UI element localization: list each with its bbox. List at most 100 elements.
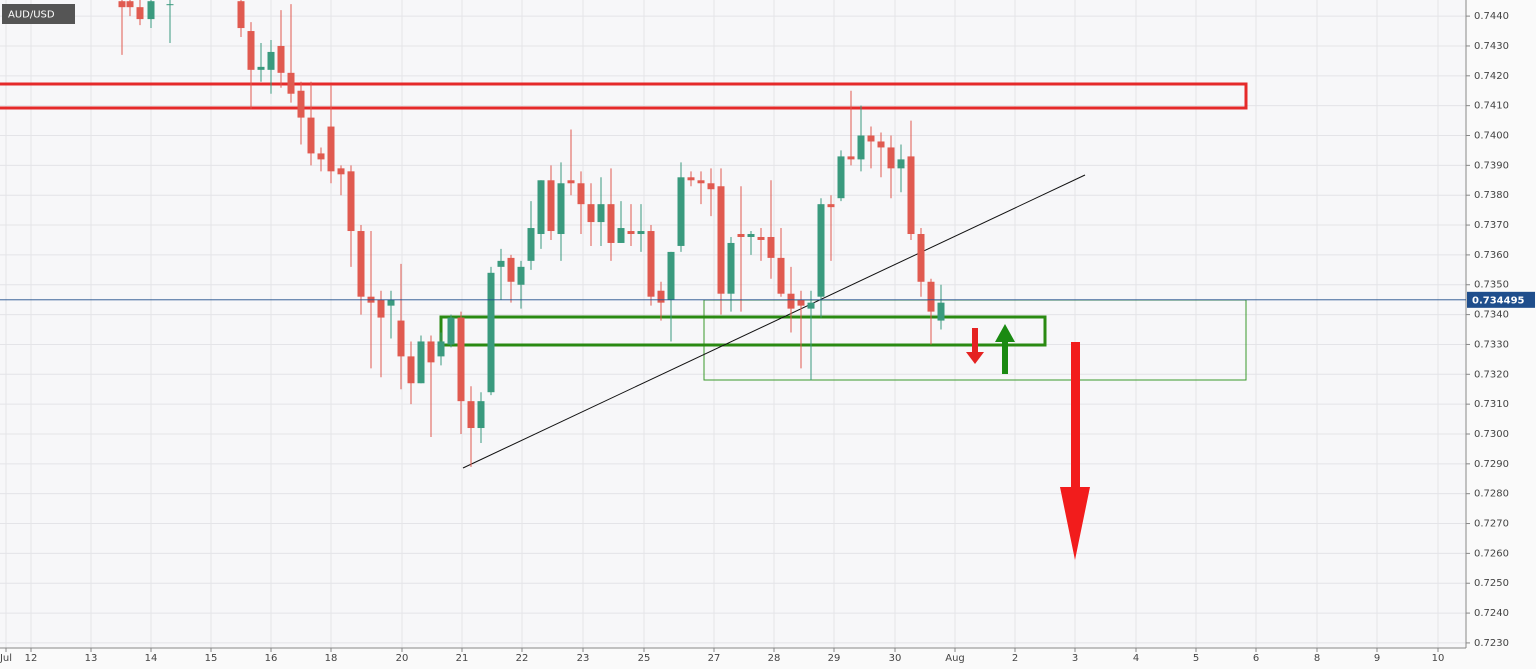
candle-body	[647, 231, 655, 297]
candle-body	[917, 234, 925, 282]
candle-body	[617, 228, 625, 243]
y-tick-label: 0.7330	[1474, 339, 1509, 350]
candle-body	[707, 183, 715, 190]
candle-body	[807, 302, 815, 309]
candle-body	[277, 45, 285, 73]
candle-body	[567, 180, 575, 184]
y-tick-label: 0.7380	[1474, 190, 1509, 201]
candle-body	[237, 1, 245, 29]
x-tick-label: 6	[1253, 653, 1259, 664]
candle-body	[677, 177, 685, 246]
x-tick-label: 16	[265, 653, 278, 664]
candle-body	[347, 171, 355, 232]
candle-body	[757, 236, 765, 240]
y-tick-label: 0.7440	[1474, 11, 1509, 22]
arrows	[966, 324, 1090, 560]
x-tick-label: Jul	[0, 653, 12, 664]
support-box	[439, 315, 1047, 347]
price-axis-background	[1466, 0, 1536, 669]
candle-body	[737, 234, 745, 237]
candle-body	[747, 234, 755, 237]
x-tick-label: 29	[828, 653, 841, 664]
y-tick-label: 0.7310	[1474, 399, 1509, 410]
arrow-down-large	[1060, 342, 1090, 560]
candle-body	[287, 72, 295, 94]
grid	[0, 0, 1466, 648]
symbol-box	[2, 4, 75, 24]
last-price-label: 0.734495	[1472, 295, 1525, 306]
x-tick-label: 12	[25, 653, 38, 664]
x-tick-label: 2	[1012, 653, 1018, 664]
y-tick-label: 0.7340	[1474, 310, 1509, 321]
candles	[118, 0, 945, 467]
x-tick-label: 21	[456, 653, 469, 664]
y-tick-label: 0.7410	[1474, 101, 1509, 112]
candle-body	[597, 204, 605, 223]
candle-body	[697, 180, 705, 184]
y-tick-label: 0.7250	[1474, 578, 1509, 589]
candle-body	[897, 159, 905, 169]
candle-body	[867, 135, 875, 142]
candle-body	[118, 1, 126, 8]
candle-body	[497, 260, 505, 267]
time-axis-background	[0, 648, 1466, 669]
candle-body	[787, 293, 795, 309]
candle-body	[547, 180, 555, 232]
candle-body	[437, 341, 445, 357]
last-price-box	[1467, 291, 1535, 308]
candle-body	[777, 257, 785, 294]
candle-body	[557, 183, 565, 235]
x-tick-label: 20	[396, 653, 409, 664]
candle-body	[907, 156, 915, 235]
x-tick-label: 30	[889, 653, 902, 664]
candle-body	[387, 299, 395, 306]
candle-body	[147, 1, 155, 20]
candle-body	[927, 281, 935, 312]
arrow-up	[995, 324, 1015, 374]
x-tick-label: 13	[85, 653, 98, 664]
candle-body	[937, 302, 945, 321]
candle-body	[837, 156, 845, 199]
candle-body	[607, 204, 615, 243]
candle-body	[397, 320, 405, 357]
y-tick-label: 0.7280	[1474, 489, 1509, 500]
candle-body	[587, 204, 595, 223]
x-tick-label: 23	[577, 653, 590, 664]
candle-body	[717, 186, 725, 294]
candle-body	[507, 257, 515, 282]
candle-body	[126, 1, 134, 8]
y-tick-label: 0.7260	[1474, 548, 1509, 559]
candle-body	[327, 126, 335, 172]
resistance-zone	[0, 82, 1248, 110]
candle-body	[377, 299, 385, 318]
x-tick-label: 5	[1193, 653, 1199, 664]
candle-body	[517, 266, 525, 285]
y-tick-label: 0.7370	[1474, 220, 1509, 231]
candle-body	[767, 236, 775, 258]
y-tick-label: 0.7350	[1474, 280, 1509, 291]
candle-body	[727, 242, 735, 294]
arrow-down-small	[966, 328, 984, 364]
candle-body	[297, 90, 305, 118]
candle-body	[817, 204, 825, 297]
candle-body	[447, 317, 455, 345]
y-tick-label: 0.7430	[1474, 41, 1509, 52]
y-tick-label: 0.7320	[1474, 369, 1509, 380]
axes: 0.7230 0.7240 0.7250 0.7260 0.7270 0.7280 0.72…	[0, 11, 1535, 664]
x-tick-label: 8	[1314, 653, 1320, 664]
candle-body	[427, 341, 435, 363]
candle-body	[457, 317, 465, 402]
x-tick-label: 10	[1432, 653, 1445, 664]
y-tick-label: 0.7390	[1474, 160, 1509, 171]
candle-body	[527, 228, 535, 261]
candle-body	[827, 204, 835, 208]
y-tick-label: 0.7420	[1474, 71, 1509, 82]
candle-body	[136, 7, 144, 20]
y-tick-label: 0.7300	[1474, 429, 1509, 440]
candle-body	[407, 356, 415, 384]
candle-body	[657, 290, 665, 303]
candle-body	[637, 231, 645, 235]
candle-body	[267, 51, 275, 70]
y-tick-label: 0.7360	[1474, 250, 1509, 261]
candle-body	[417, 341, 425, 384]
